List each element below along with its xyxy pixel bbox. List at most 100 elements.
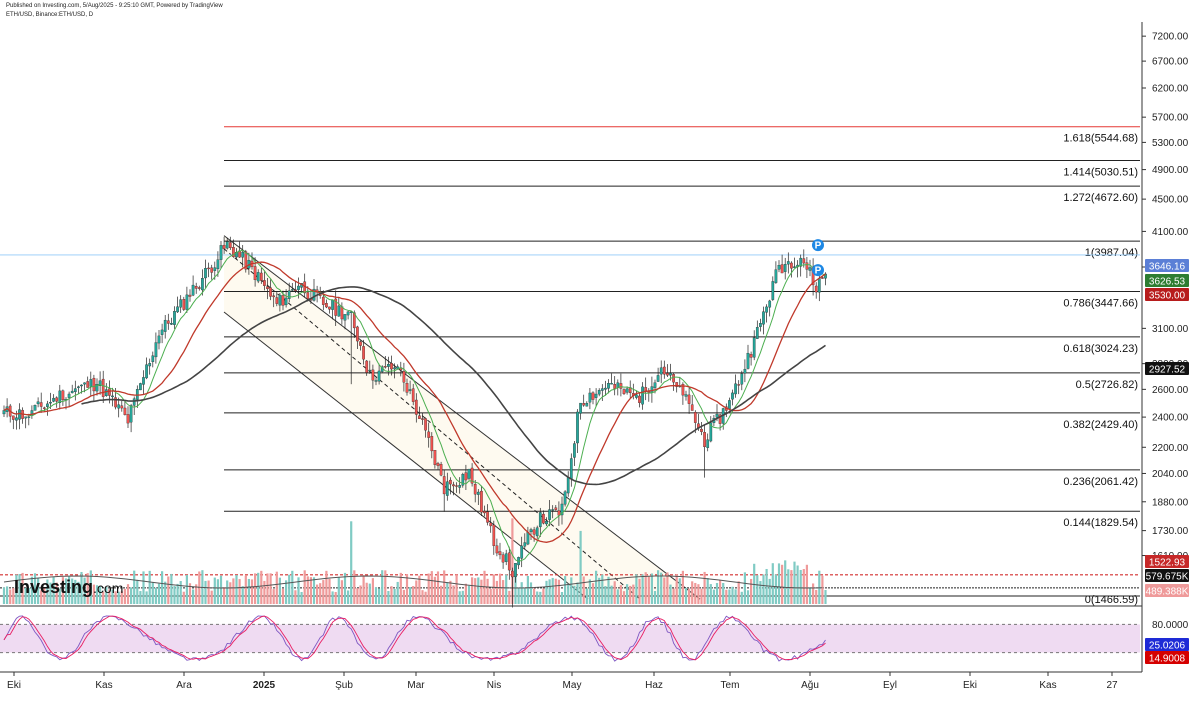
candle-body (728, 400, 731, 410)
volume-bar (272, 589, 275, 604)
volume-ma-line (3, 575, 823, 589)
candle-body (241, 251, 245, 258)
candle-body (402, 371, 406, 383)
volume-bar (595, 570, 598, 604)
volume-bar (182, 591, 185, 604)
pivot-label: P (815, 266, 822, 277)
candle-body (36, 401, 40, 405)
volume-bar (55, 582, 58, 604)
candle-body (365, 360, 369, 373)
volume-bar (337, 576, 340, 604)
volume-bar (644, 572, 647, 604)
volume-bar (740, 591, 743, 604)
volume-bar (657, 570, 660, 604)
candle-body (290, 289, 294, 291)
volume-bar (185, 574, 188, 604)
x-tick-label: Eyl (883, 680, 897, 691)
volume-bar (9, 589, 12, 604)
volume-bar (669, 584, 672, 604)
candle-body (765, 306, 768, 313)
volume-bar (92, 584, 95, 604)
volume-bar (83, 577, 86, 604)
candle-body (55, 397, 59, 402)
volume-bar (52, 577, 55, 604)
candle-body (666, 373, 669, 376)
volume-bar (148, 570, 151, 604)
pivot-marker (812, 239, 824, 252)
volume-bar (774, 574, 777, 604)
volume-bar (396, 581, 399, 604)
volume-bar (64, 578, 68, 604)
candle-body (480, 490, 483, 513)
candle-body (495, 545, 499, 554)
volume-bar (486, 578, 489, 604)
volume-bar (579, 530, 582, 604)
stoch-tag-label: 25.0206 (1149, 641, 1186, 652)
volume-bar (526, 575, 529, 604)
candle-body (573, 443, 576, 458)
candle-body (139, 383, 142, 391)
volume-bar (241, 586, 244, 604)
volume-bar (250, 579, 254, 604)
candle-body (294, 289, 297, 291)
volume-bar (681, 570, 684, 604)
volume-bar (95, 585, 99, 604)
volume-bar (771, 563, 774, 604)
volume-bar (796, 565, 799, 604)
volume-bar (799, 569, 802, 604)
candle-body (297, 285, 300, 290)
candle-body (374, 380, 378, 382)
volume-bar (483, 570, 486, 604)
volume-bar (415, 580, 418, 604)
candle-body (467, 469, 471, 479)
candle-body (166, 320, 170, 324)
volume-bar (316, 584, 319, 604)
volume-bar (269, 573, 272, 604)
volume-bar (424, 591, 427, 604)
volume-bar (173, 586, 176, 604)
candle-body (638, 395, 641, 403)
volume-bar (548, 579, 551, 604)
volume-bar (815, 590, 818, 604)
volume-bar (198, 571, 201, 604)
volume-bar (350, 521, 353, 604)
volume-bar (114, 591, 117, 604)
candle-body (42, 407, 46, 409)
volume-bar (306, 576, 309, 604)
volume-bar (430, 571, 433, 604)
volume-bar (6, 586, 9, 604)
moving-averages-layer (3, 249, 826, 562)
volume-bar (71, 578, 74, 604)
candle-body (356, 326, 359, 342)
candle-body (148, 363, 152, 367)
volume-bar (219, 575, 223, 604)
candle-body (179, 299, 183, 308)
x-tick-label: Tem (721, 680, 740, 691)
volume-bar (281, 588, 285, 604)
candle-body (563, 491, 567, 505)
candle-body (619, 383, 623, 389)
volume-bar (117, 591, 120, 604)
candle-body (597, 390, 601, 395)
candle-body (67, 393, 71, 398)
candle-body (635, 394, 638, 398)
candle-body (325, 303, 328, 308)
price-tag-box (1145, 274, 1189, 287)
volume-bar (37, 578, 40, 604)
candle-body (576, 411, 579, 444)
volume-bar (232, 578, 235, 604)
volume-bar (777, 563, 781, 604)
volume-bar (821, 575, 824, 604)
volume-bar (80, 571, 83, 604)
volume-bar (477, 577, 480, 604)
candle-body (734, 383, 737, 395)
volume-bar (288, 574, 291, 604)
volume-bar (365, 582, 368, 604)
candle-body (662, 366, 666, 375)
candle-body (579, 402, 582, 414)
volume-bar (743, 572, 746, 604)
volume-bar (266, 573, 269, 604)
candle-body (393, 367, 396, 370)
volume-layer (2, 518, 827, 604)
